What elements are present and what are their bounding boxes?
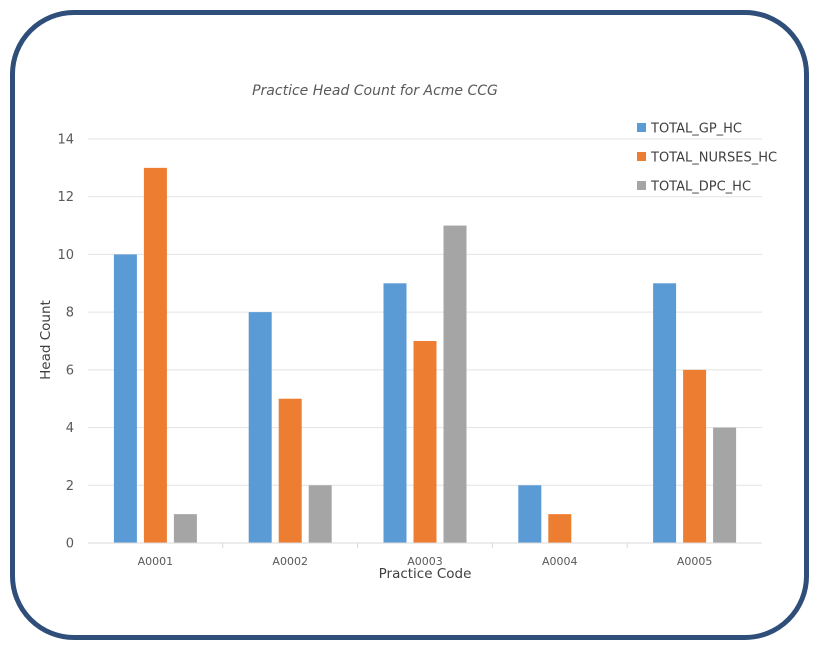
bar [383, 283, 407, 543]
y-tick-label: 8 [66, 306, 74, 321]
bar [113, 254, 137, 543]
y-tick-label: 4 [66, 421, 74, 436]
bar [518, 485, 542, 543]
x-tick-label: A0002 [272, 555, 308, 568]
legend: TOTAL_GP_HC TOTAL_NURSES_HC TOTAL_DPC_HC [637, 122, 777, 195]
x-tick-label: A0004 [542, 555, 578, 568]
bar [308, 485, 332, 543]
bar [713, 427, 737, 543]
bar [248, 312, 272, 543]
y-tick-label: 0 [66, 537, 74, 552]
x-axis-label: Practice Code [379, 566, 472, 582]
y-axis-label: Head Count [38, 300, 54, 380]
gridlines [88, 138, 762, 486]
x-axis-categories: A0001 A0002 A0003 A0004 A0005 [138, 543, 713, 568]
bar [143, 167, 167, 543]
chart-title: Practice Head Count for Acme CCG [252, 83, 498, 99]
y-tick-label: 14 [57, 133, 74, 148]
legend-swatch [637, 123, 646, 132]
legend-label: TOTAL_NURSES_HC [650, 151, 777, 166]
legend-label: TOTAL_GP_HC [650, 122, 742, 137]
y-tick-label: 10 [57, 248, 74, 263]
x-tick-label: A0001 [138, 555, 174, 568]
legend-swatch [637, 181, 646, 190]
y-tick-label: 2 [66, 479, 74, 494]
x-tick-label: A0005 [677, 555, 713, 568]
bar [443, 225, 467, 544]
bar [548, 514, 572, 543]
y-axis-ticks: 0 2 4 6 8 10 12 14 [57, 133, 74, 552]
y-tick-label: 12 [57, 190, 74, 205]
bar [173, 514, 197, 543]
x-tick-label: A0003 [407, 555, 443, 568]
legend-swatch [637, 152, 646, 161]
legend-label: TOTAL_DPC_HC [650, 180, 751, 195]
bar [653, 283, 677, 543]
bar [683, 369, 707, 543]
y-tick-label: 6 [66, 363, 74, 378]
bar [413, 341, 437, 543]
bars [113, 167, 737, 544]
bar [278, 398, 302, 543]
